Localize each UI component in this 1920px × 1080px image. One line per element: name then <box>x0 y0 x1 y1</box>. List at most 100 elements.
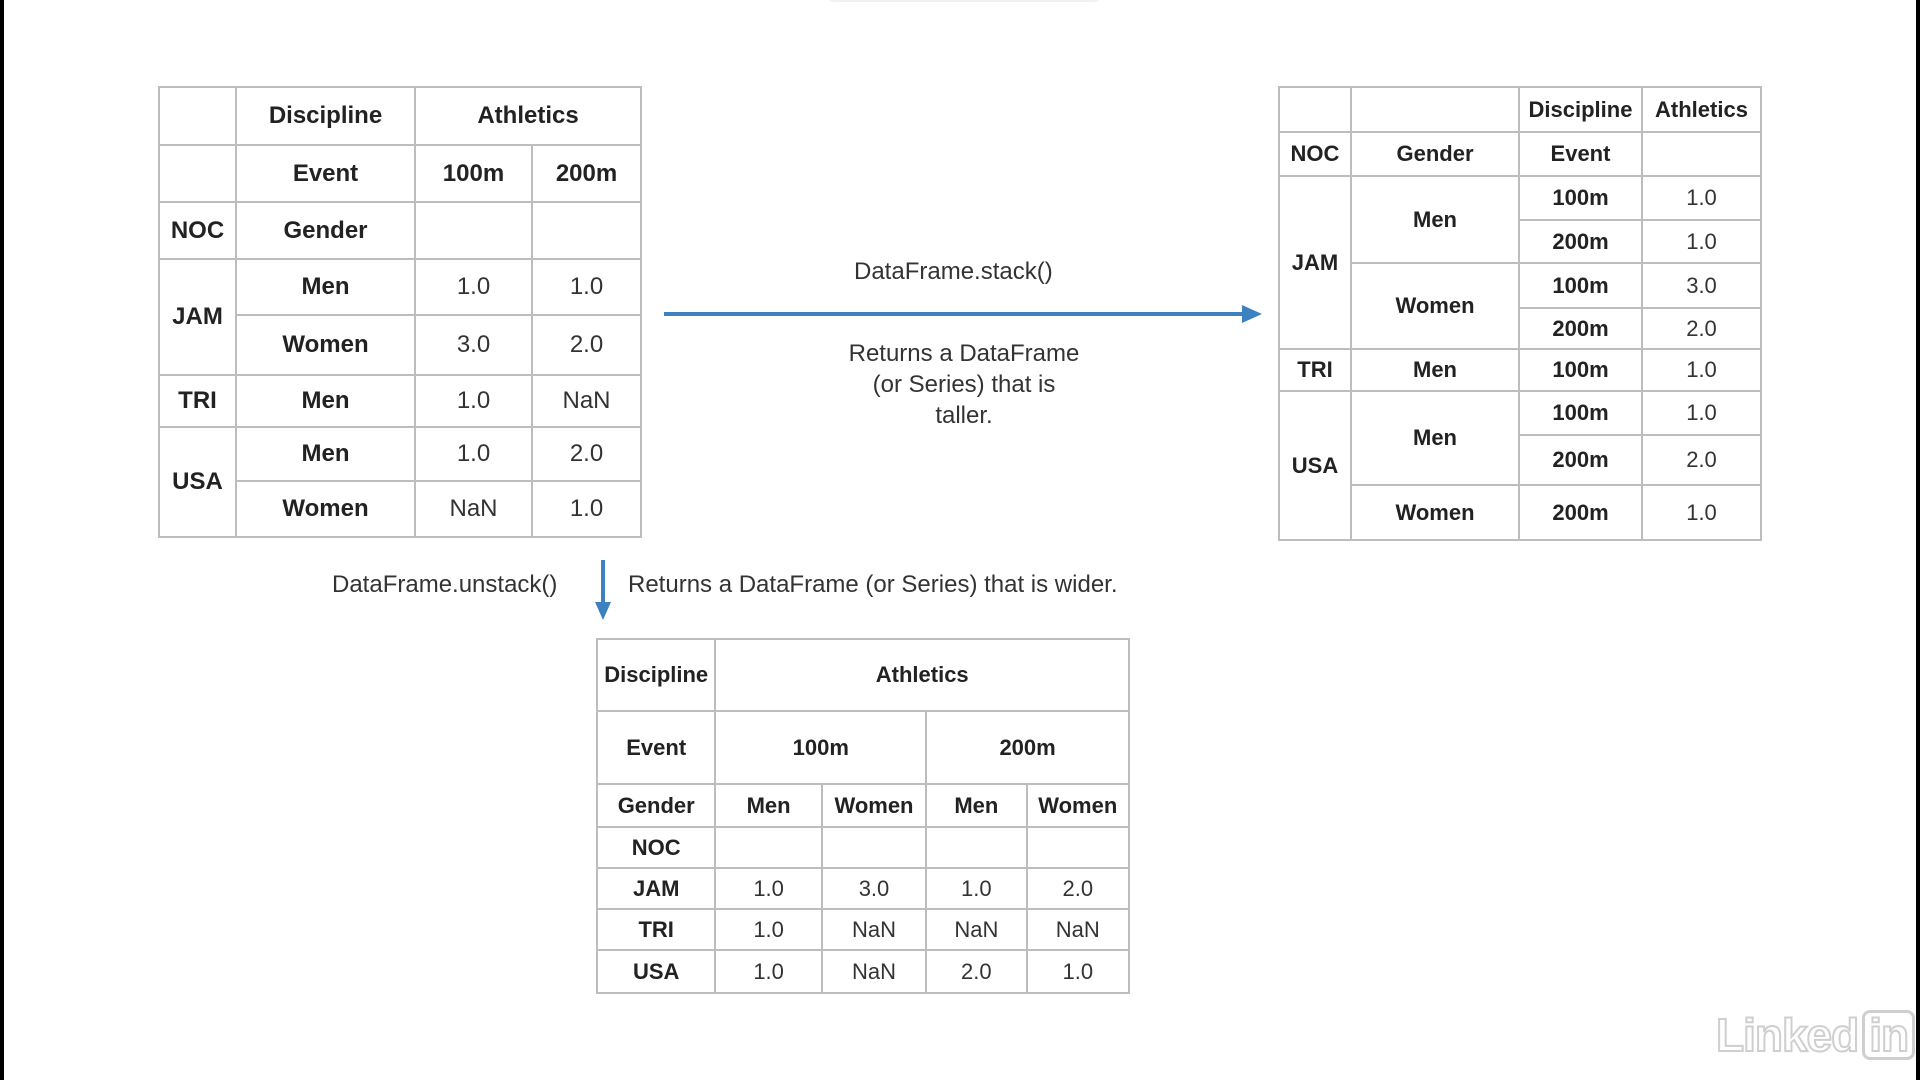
t3-gender-subheader: Women <box>1025 783 1131 828</box>
t3-value-cell: 1.0 <box>925 867 1028 910</box>
t3-noc-cell: TRI <box>595 908 717 951</box>
t3-value-cell: 2.0 <box>1025 867 1131 910</box>
t2-event-cell: 200m <box>1518 484 1643 541</box>
t3-gender-header: Gender <box>595 783 717 828</box>
logo-in-box: in <box>1862 1010 1916 1060</box>
t1-athletics-header: Athletics <box>413 86 643 146</box>
t3-value-cell: 3.0 <box>820 867 928 910</box>
t3-blank <box>1025 826 1131 869</box>
t1-100m-header: 100m <box>414 144 533 203</box>
t3-blank <box>820 826 928 869</box>
t1-value-cell: 2.0 <box>530 426 643 482</box>
t2-gender-header: Gender <box>1350 131 1520 177</box>
down-arrow-icon <box>595 560 611 620</box>
slide: Discipline Athletics Event 100m 200m NOC… <box>4 0 1916 1080</box>
t1-noc-cell: USA <box>158 426 237 538</box>
t2-value-cell: 1.0 <box>1641 390 1762 436</box>
stack-description-line: taller. <box>935 402 993 429</box>
t3-gender-subheader: Men <box>925 783 1028 828</box>
unstack-description: Returns a DataFrame (or Series) that is … <box>628 571 1118 598</box>
unstacked-table: Discipline Athletics Event 100m 200m Gen… <box>595 638 1131 994</box>
t1-value-cell: 1.0 <box>530 258 643 316</box>
t2-gender-cell: Men <box>1350 348 1520 392</box>
t2-value-cell: 2.0 <box>1641 307 1762 350</box>
t2-noc-header: NOC <box>1278 131 1352 177</box>
t2-event-cell: 100m <box>1518 175 1643 221</box>
right-arrow-icon <box>664 305 1262 323</box>
stack-description-line: Returns a DataFrame <box>848 340 1080 367</box>
t3-value-cell: NaN <box>820 949 928 994</box>
t1-value-cell: NaN <box>414 480 533 538</box>
t1-corner <box>158 86 237 146</box>
t2-gender-cell: Women <box>1350 484 1520 541</box>
t2-event-cell: 100m <box>1518 348 1643 392</box>
t1-gender-cell: Women <box>235 314 416 376</box>
t1-value-cell: 1.0 <box>414 426 533 482</box>
logo-text: Linked <box>1715 1008 1860 1062</box>
t1-value-cell: 2.0 <box>530 314 643 376</box>
t2-gender-cell: Men <box>1350 175 1520 264</box>
t3-blank <box>925 826 1028 869</box>
t1-discipline-header: Discipline <box>235 86 416 146</box>
original-table: Discipline Athletics Event 100m 200m NOC… <box>158 86 643 538</box>
t2-blank <box>1350 86 1520 133</box>
t2-noc-cell: USA <box>1278 390 1352 541</box>
t2-value-cell: 1.0 <box>1641 484 1762 541</box>
t1-value-cell: 3.0 <box>414 314 533 376</box>
t2-event-header: Event <box>1518 131 1643 177</box>
t2-gender-cell: Men <box>1350 390 1520 486</box>
t2-blank <box>1278 86 1352 133</box>
t3-discipline-header: Discipline <box>595 638 717 712</box>
top-tab <box>826 0 1102 2</box>
t1-noc-header: NOC <box>158 201 237 260</box>
t1-gender-cell: Men <box>235 258 416 316</box>
t2-noc-cell: TRI <box>1278 348 1352 392</box>
t3-value-cell: 1.0 <box>714 867 823 910</box>
t2-noc-cell: JAM <box>1278 175 1352 350</box>
t1-event-header: Event <box>235 144 416 203</box>
stack-description-line: (or Series) that is <box>872 371 1056 398</box>
t1-gender-cell: Men <box>235 426 416 482</box>
t3-value-cell: 1.0 <box>714 949 823 994</box>
t2-athletics-header: Athletics <box>1641 86 1762 133</box>
t3-event-header: Event <box>595 710 717 785</box>
t1-blank <box>414 201 533 260</box>
t3-value-cell: NaN <box>820 908 928 951</box>
t3-gender-subheader: Women <box>820 783 928 828</box>
linkedin-logo: Linked in <box>1715 1008 1916 1062</box>
t2-discipline-header: Discipline <box>1518 86 1643 133</box>
t1-value-cell: 1.0 <box>414 258 533 316</box>
t1-noc-cell: TRI <box>158 374 237 428</box>
t2-value-cell: 1.0 <box>1641 175 1762 221</box>
stack-method-label: DataFrame.stack() <box>854 258 1053 285</box>
t1-value-cell: 1.0 <box>530 480 643 538</box>
unstack-method-label: DataFrame.unstack() <box>332 571 558 598</box>
t1-value-cell: 1.0 <box>414 374 533 428</box>
t2-blank <box>1641 131 1762 177</box>
t3-value-cell: 2.0 <box>925 949 1028 994</box>
t3-value-cell: 1.0 <box>1025 949 1131 994</box>
t2-event-cell: 100m <box>1518 262 1643 309</box>
t3-100m-header: 100m <box>714 710 928 785</box>
t1-gender-cell: Men <box>235 374 416 428</box>
t3-200m-header: 200m <box>925 710 1130 785</box>
t1-gender-cell: Women <box>235 480 416 538</box>
t3-noc-cell: USA <box>595 949 717 994</box>
t2-value-cell: 3.0 <box>1641 262 1762 309</box>
t3-value-cell: 1.0 <box>714 908 823 951</box>
t3-athletics-header: Athletics <box>714 638 1130 712</box>
stacked-table: Discipline Athletics NOC Gender Event JA… <box>1278 86 1762 541</box>
t1-gender-header: Gender <box>235 201 416 260</box>
t1-blank <box>158 144 237 203</box>
t2-gender-cell: Women <box>1350 262 1520 350</box>
t2-value-cell: 2.0 <box>1641 434 1762 486</box>
t1-noc-cell: JAM <box>158 258 237 376</box>
t1-blank <box>530 201 643 260</box>
t3-noc-header: NOC <box>595 826 717 869</box>
t3-value-cell: NaN <box>925 908 1028 951</box>
t3-blank <box>714 826 823 869</box>
t2-value-cell: 1.0 <box>1641 219 1762 264</box>
t2-event-cell: 200m <box>1518 219 1643 264</box>
stack-description: Returns a DataFrame (or Series) that is … <box>814 338 1114 431</box>
t2-event-cell: 200m <box>1518 434 1643 486</box>
